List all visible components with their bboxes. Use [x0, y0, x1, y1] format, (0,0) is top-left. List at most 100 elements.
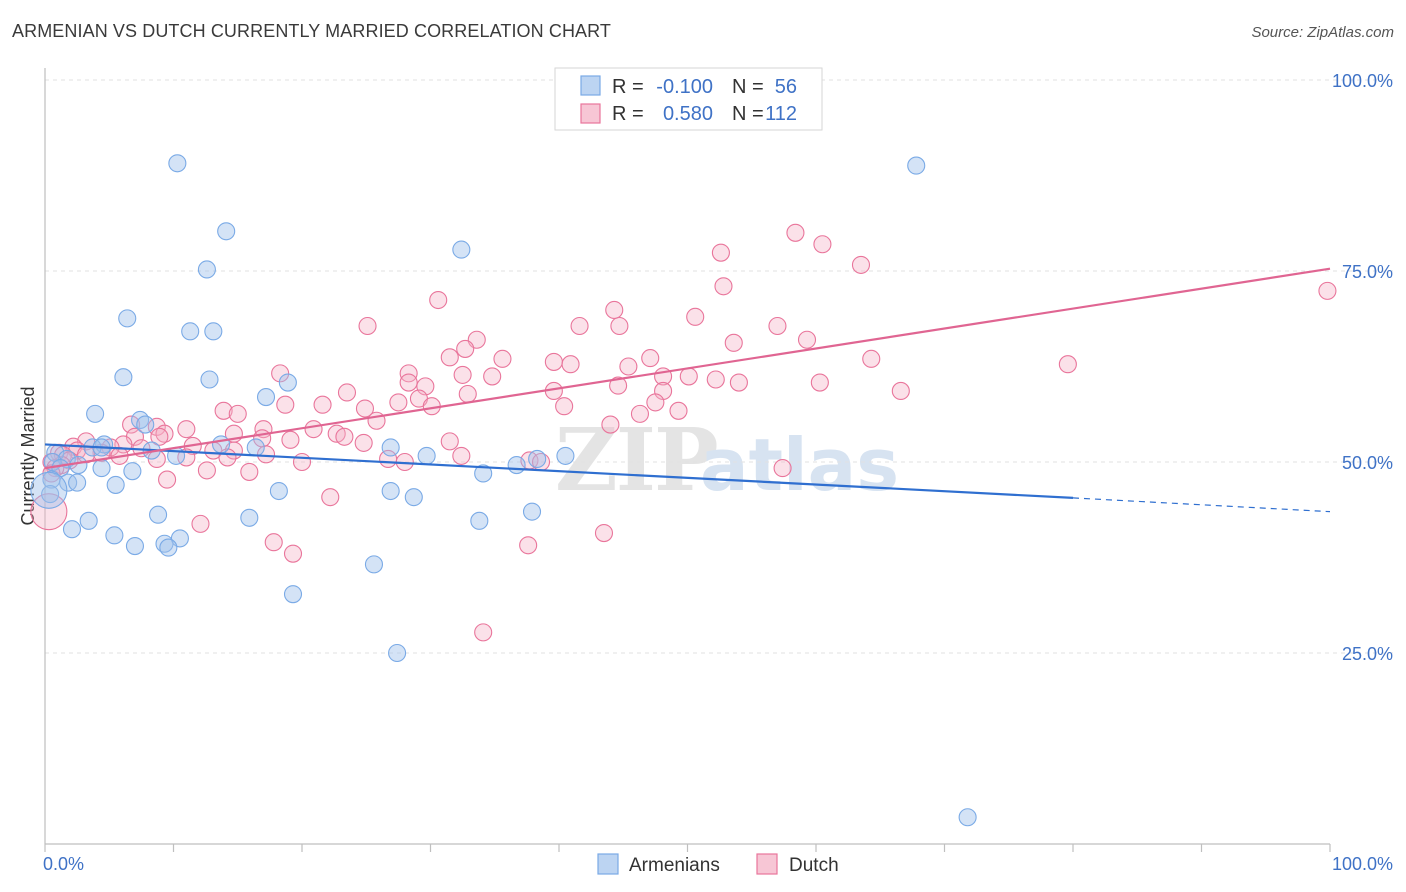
y-axis-label: Currently Married [18, 386, 38, 525]
dutch-point-17 [440, 348, 459, 367]
dutch-point-111 [30, 493, 68, 531]
trend-lines [44, 267, 1331, 513]
dutch-point-23 [862, 349, 881, 368]
dutch-point-3 [851, 255, 871, 274]
armenian-point-8 [114, 368, 133, 387]
bottom-legend-label-armenians: Armenians [629, 855, 720, 876]
dutch-point-73 [440, 432, 459, 451]
legend-n-label-1: N = [732, 76, 764, 98]
dutch-point-16 [456, 339, 475, 358]
dutch-point-100 [197, 461, 216, 480]
bottom-legend-swatch-dutch [756, 853, 778, 875]
dutch-point-11 [610, 316, 629, 336]
dutch-point-0 [786, 223, 805, 242]
dutch-point-43 [389, 393, 408, 412]
armenian-trendline [44, 443, 1074, 500]
armenian-point-45 [522, 502, 542, 521]
dutch-point-104 [321, 488, 340, 507]
dutch-point-25 [271, 364, 290, 383]
armenian-point-18 [381, 438, 400, 457]
legend-r-value-armenians: -0.100 [656, 76, 713, 98]
armenian-point-26 [69, 456, 88, 475]
watermark: ZIP atlas [555, 410, 899, 511]
y-tick-label-50: 50.0% [1342, 453, 1393, 473]
series-legend: Armenians Dutch [597, 853, 839, 876]
dutch-point-12 [768, 316, 787, 336]
dutch-point-22 [561, 355, 580, 374]
legend-n-value-armenians: 56 [775, 76, 797, 98]
dutch-point-2 [711, 243, 730, 262]
dutch-point-63 [155, 424, 174, 443]
dutch-point-38 [810, 373, 829, 392]
armenian-point-44 [240, 508, 259, 527]
dutch-point-91 [452, 446, 471, 465]
dutch-point-105 [191, 514, 210, 533]
dutch-point-15 [797, 330, 817, 349]
dutch-point-50 [214, 401, 233, 420]
dutch-point-101 [240, 462, 259, 481]
armenian-point-6 [181, 322, 200, 341]
y-tick-label-100: 100.0% [1332, 71, 1393, 91]
dutch-point-109 [594, 524, 614, 543]
dutch-point-52 [630, 404, 650, 423]
armenian-point-56 [388, 643, 407, 663]
dutch-point-57 [177, 420, 196, 439]
dutch-point-24 [1058, 355, 1077, 374]
armenian-point-30 [556, 446, 575, 465]
dutch-point-103 [158, 470, 177, 489]
dutch-point-18 [493, 349, 512, 368]
armenian-point-14 [136, 415, 155, 434]
armenian-point-7 [204, 322, 223, 341]
armenian-point-48 [62, 520, 82, 539]
armenian-point-57 [958, 808, 977, 827]
dutch-point-64 [150, 427, 169, 446]
dutch-point-110 [474, 623, 493, 642]
correlation-legend: R = -0.100 N = 56 R = 0.580 N = 112 [554, 67, 823, 131]
svg-text:ZIP: ZIP [555, 410, 717, 511]
dutch-point-30 [679, 367, 698, 386]
dutch-point-44 [276, 395, 295, 414]
armenian-point-2 [217, 222, 236, 241]
armenian-point-39 [269, 481, 288, 501]
dutch-point-6 [429, 290, 448, 310]
dutch-point-39 [609, 376, 628, 395]
armenian-trendline-extension [1072, 497, 1331, 513]
dutch-point-27 [453, 365, 472, 384]
dutch-point-33 [399, 373, 418, 392]
armenian-point-11 [256, 388, 276, 407]
x-tick-label-min: 0.0% [43, 854, 84, 874]
armenian-point-37 [68, 473, 87, 492]
dutch-point-51 [228, 404, 247, 423]
dutch-point-35 [458, 384, 477, 404]
dutch-point-71 [281, 430, 300, 449]
dutch-point-40 [891, 381, 910, 400]
dutch-point-31 [706, 370, 725, 389]
dutch-point-20 [641, 349, 660, 368]
dutch-point-107 [283, 544, 303, 563]
dutch-point-4 [714, 277, 733, 296]
armenian-point-5 [118, 309, 137, 328]
armenian-point-17 [246, 438, 265, 457]
dutch-point-5 [1318, 281, 1337, 300]
armenian-point-38 [106, 475, 125, 494]
legend-n-value-dutch: 112 [765, 103, 797, 125]
armenian-point-55 [283, 585, 303, 604]
dutch-point-8 [686, 307, 705, 326]
armenian-point-29 [528, 449, 547, 468]
dutch-point-45 [313, 395, 332, 414]
dutch-point-42 [337, 383, 357, 402]
y-tick-label-75: 75.0% [1342, 262, 1393, 282]
armenian-point-46 [79, 511, 98, 530]
y-tick-label-25: 25.0% [1342, 644, 1393, 664]
legend-n-label-2: N = [732, 103, 764, 125]
dutch-point-10 [570, 316, 589, 336]
dutch-point-14 [724, 333, 743, 352]
armenian-point-9 [200, 370, 219, 389]
armenian-point-40 [381, 481, 400, 501]
svg-text:atlas: atlas [700, 423, 899, 507]
dutch-point-21 [619, 357, 638, 376]
dutch-point-9 [358, 316, 377, 336]
bottom-legend-swatch-armenians [597, 853, 619, 875]
armenian-point-54 [364, 555, 384, 574]
x-axis-ticks [44, 844, 1331, 852]
